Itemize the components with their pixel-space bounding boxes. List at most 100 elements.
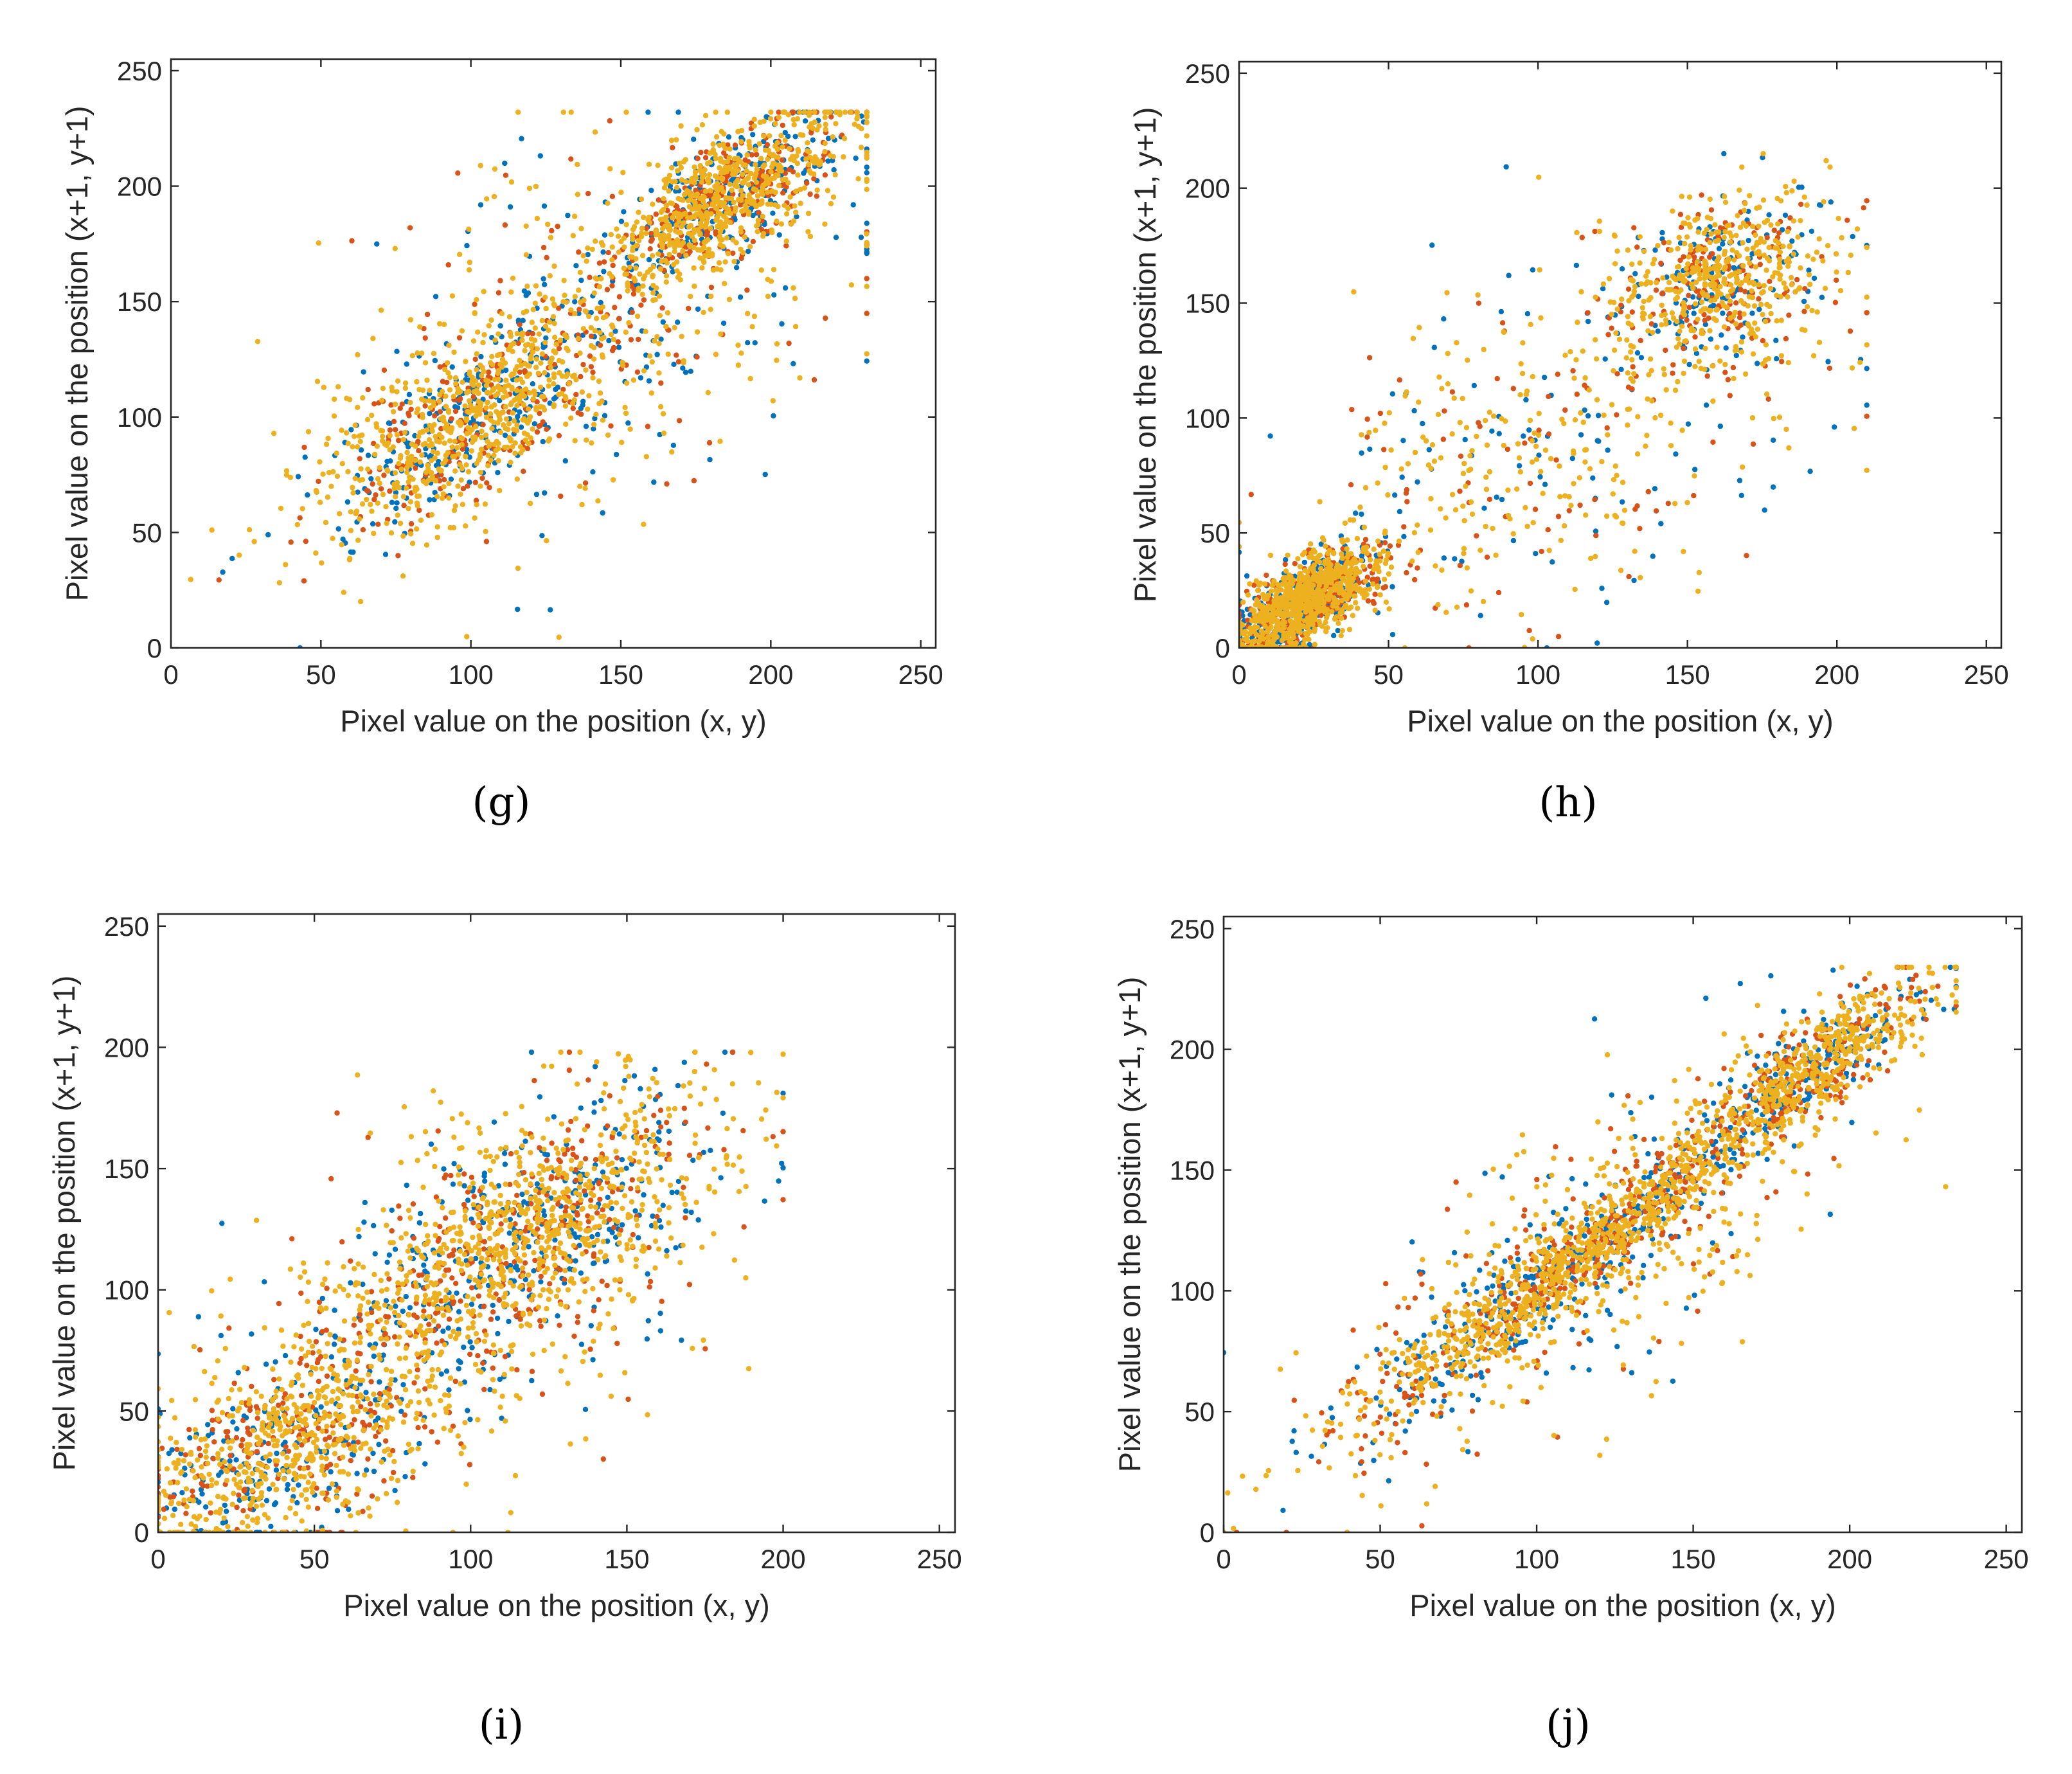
point	[447, 524, 453, 531]
point	[334, 451, 339, 456]
point	[556, 634, 562, 640]
point	[753, 203, 760, 210]
point	[429, 458, 434, 463]
point	[616, 294, 623, 300]
point	[278, 505, 284, 512]
point	[1658, 521, 1664, 526]
point	[828, 201, 834, 207]
point	[621, 244, 627, 250]
point	[533, 183, 539, 190]
point	[615, 233, 621, 239]
point	[441, 321, 447, 327]
point	[1791, 178, 1797, 184]
point	[1735, 213, 1740, 219]
point	[704, 213, 710, 219]
point	[1727, 273, 1733, 279]
point	[1625, 406, 1630, 413]
point	[720, 159, 727, 165]
point	[349, 238, 355, 244]
point	[656, 232, 663, 238]
point	[639, 291, 645, 298]
point	[1794, 276, 1800, 283]
point	[530, 426, 535, 432]
point	[514, 364, 520, 370]
point	[408, 406, 414, 412]
point	[387, 433, 393, 438]
point	[1295, 584, 1301, 589]
point	[369, 413, 375, 418]
point	[1756, 307, 1762, 312]
point	[695, 156, 701, 161]
point	[502, 160, 508, 166]
point	[1629, 386, 1635, 392]
point	[508, 330, 514, 336]
point	[209, 527, 215, 533]
point	[1648, 321, 1655, 327]
point	[1283, 568, 1289, 574]
point	[350, 549, 356, 555]
point	[1439, 567, 1445, 573]
point	[542, 370, 548, 376]
point	[1483, 474, 1489, 480]
point	[424, 427, 430, 433]
point	[566, 381, 572, 386]
point	[1359, 553, 1365, 559]
point	[488, 457, 494, 463]
point	[524, 432, 530, 438]
point	[1619, 266, 1625, 272]
point	[483, 377, 489, 383]
point	[486, 369, 492, 375]
point	[542, 339, 548, 346]
point	[570, 406, 576, 411]
point	[816, 123, 822, 129]
point	[1540, 490, 1546, 496]
point	[553, 341, 559, 347]
point	[380, 386, 386, 391]
point	[706, 180, 712, 186]
point	[1323, 614, 1330, 621]
point	[1749, 310, 1755, 316]
point	[685, 198, 692, 204]
point	[558, 493, 564, 499]
point	[573, 391, 579, 398]
point	[515, 340, 521, 346]
point	[1467, 452, 1473, 459]
point	[604, 287, 611, 292]
point	[1643, 273, 1649, 279]
point	[590, 469, 596, 475]
point	[1625, 370, 1630, 376]
point	[1342, 564, 1348, 570]
point	[432, 413, 438, 419]
point	[1460, 470, 1467, 476]
point	[1388, 447, 1394, 453]
y-tick-label: 100	[117, 402, 162, 433]
point	[624, 380, 630, 386]
point	[1457, 562, 1463, 569]
point	[379, 433, 386, 440]
point	[456, 451, 461, 457]
point	[607, 271, 612, 276]
point	[1696, 266, 1702, 272]
point	[674, 222, 679, 228]
point	[650, 201, 656, 207]
point	[397, 521, 404, 526]
point	[853, 156, 859, 161]
point	[478, 483, 483, 489]
point	[686, 305, 692, 312]
point	[754, 166, 760, 172]
point	[1610, 491, 1616, 497]
point	[676, 418, 683, 424]
point	[1503, 164, 1509, 170]
point	[472, 310, 478, 316]
point	[1686, 361, 1692, 368]
point	[1832, 424, 1837, 430]
point	[1771, 437, 1776, 443]
point	[767, 116, 774, 121]
point	[1634, 244, 1640, 250]
point	[1507, 516, 1513, 522]
point	[683, 210, 688, 217]
point	[355, 489, 361, 495]
point	[469, 427, 475, 433]
point	[578, 226, 584, 231]
point	[570, 233, 576, 238]
